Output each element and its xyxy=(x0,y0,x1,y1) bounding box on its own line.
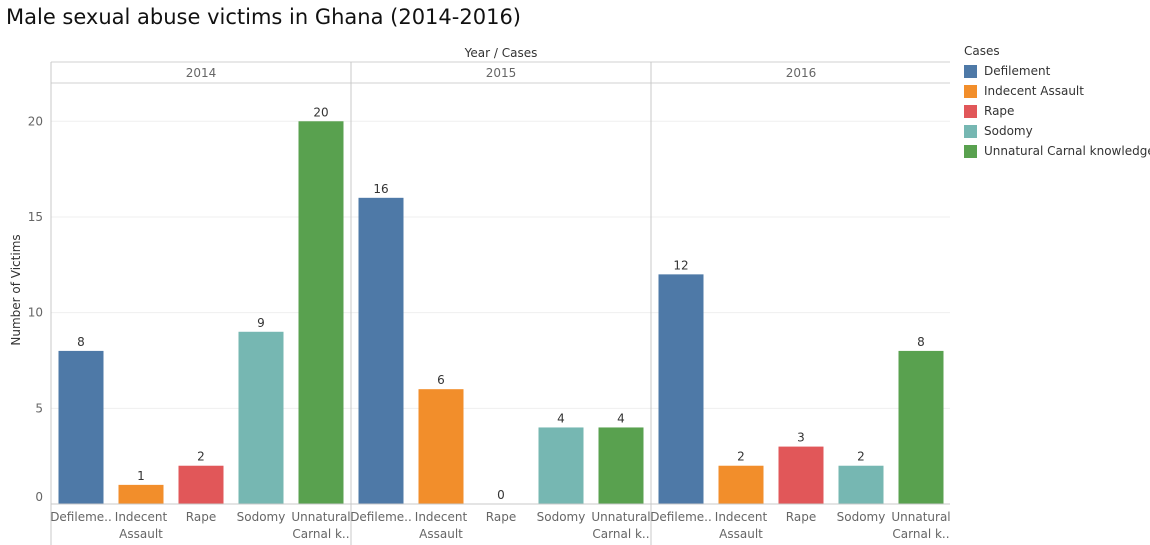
x-tick-label: Indecent xyxy=(415,510,468,524)
x-tick-label: Unnatural xyxy=(891,510,950,524)
x-tick-label: Defileme.. xyxy=(650,510,712,524)
legend-swatch xyxy=(964,104,977,118)
x-tick-label: Unnatural xyxy=(591,510,650,524)
x-header-label: Year / Cases xyxy=(464,46,538,60)
bar-2014-rape xyxy=(178,465,224,504)
x-tick-label: Assault xyxy=(419,527,463,541)
data-label: 3 xyxy=(797,431,805,445)
panel-year-label: 2015 xyxy=(486,66,517,80)
legend-item-sodomy[interactable]: Sodomy xyxy=(964,121,1150,141)
x-tick-label: Sodomy xyxy=(837,510,886,524)
data-label: 6 xyxy=(437,373,445,387)
x-tick-label: Rape xyxy=(786,510,816,524)
bar-2015-indecent-assault xyxy=(418,389,464,504)
y-tick-label: 15 xyxy=(28,210,43,224)
x-tick-label: Defileme.. xyxy=(50,510,112,524)
legend-swatch xyxy=(964,124,977,138)
bar-2016-sodomy xyxy=(838,465,884,504)
bar-2016-unnatural-carnal-knowledge xyxy=(898,350,944,504)
data-label: 2 xyxy=(857,450,865,464)
data-label: 20 xyxy=(313,105,328,119)
data-label: 12 xyxy=(673,258,688,272)
data-label: 0 xyxy=(497,488,505,502)
y-axis-label: Number of Victims xyxy=(9,234,23,345)
y-tick-label: 10 xyxy=(28,306,43,320)
legend-item-rape[interactable]: Rape xyxy=(964,101,1150,121)
data-label: 4 xyxy=(617,411,625,425)
x-tick-label: Sodomy xyxy=(237,510,286,524)
x-tick-label: Carnal k.. xyxy=(292,527,349,541)
legend-label: Indecent Assault xyxy=(984,84,1084,98)
legend-label: Defilement xyxy=(984,64,1051,78)
x-tick-label: Defileme.. xyxy=(350,510,412,524)
data-label: 2 xyxy=(737,450,745,464)
x-tick-label: Rape xyxy=(186,510,216,524)
bar-2014-sodomy xyxy=(238,331,284,504)
x-tick-label: Carnal k.. xyxy=(592,527,649,541)
bar-2016-rape xyxy=(778,446,824,504)
data-label: 1 xyxy=(137,469,145,483)
panel-year-label: 2014 xyxy=(186,66,217,80)
data-label: 8 xyxy=(77,335,85,349)
x-tick-label: Assault xyxy=(719,527,763,541)
legend-swatch xyxy=(964,144,977,158)
x-tick-label: Indecent xyxy=(715,510,768,524)
legend-label: Unnatural Carnal knowledge xyxy=(984,144,1150,158)
bar-2016-defilement xyxy=(658,274,704,504)
x-tick-label: Rape xyxy=(486,510,516,524)
bar-2015-sodomy xyxy=(538,427,584,504)
legend-item-indecent-assault[interactable]: Indecent Assault xyxy=(964,81,1150,101)
bar-2014-unnatural-carnal-knowledge xyxy=(298,121,344,504)
legend-item-defilement[interactable]: Defilement xyxy=(964,61,1150,81)
legend: Cases Defilement Indecent Assault Rape Sodo… xyxy=(964,44,1150,161)
bar-2015-unnatural-carnal-knowledge xyxy=(598,427,644,504)
bar-chart: Year / Cases 2014 8 Defileme.. 1 Indecent Assa… xyxy=(9,46,950,545)
legend-swatch xyxy=(964,64,977,78)
legend-title: Cases xyxy=(964,44,1000,58)
data-label: 16 xyxy=(373,182,388,196)
x-tick-label: Indecent xyxy=(115,510,168,524)
data-label: 8 xyxy=(917,335,925,349)
bar-2015-defilement xyxy=(358,197,404,504)
legend-label: Sodomy xyxy=(984,124,1033,138)
y-tick-label: 5 xyxy=(35,401,43,415)
data-label: 4 xyxy=(557,411,565,425)
x-tick-label: Assault xyxy=(119,527,163,541)
data-label: 2 xyxy=(197,450,205,464)
bar-2014-indecent-assault xyxy=(118,484,164,504)
chart-title: Male sexual abuse victims in Ghana (2014… xyxy=(6,5,521,29)
x-tick-label: Sodomy xyxy=(537,510,586,524)
legend-label: Rape xyxy=(984,104,1015,118)
x-tick-label: Carnal k.. xyxy=(892,527,949,541)
bar-2014-defilement xyxy=(58,350,104,504)
x-tick-label: Unnatural xyxy=(291,510,350,524)
legend-item-unnatural-carnal-knowledge[interactable]: Unnatural Carnal knowledge xyxy=(964,141,1150,161)
y-tick-label: 0 xyxy=(35,490,43,504)
panel-year-label: 2016 xyxy=(786,66,817,80)
legend-swatch xyxy=(964,84,977,98)
y-tick-label: 20 xyxy=(28,114,43,128)
data-label: 9 xyxy=(257,316,265,330)
bar-2016-indecent-assault xyxy=(718,465,764,504)
